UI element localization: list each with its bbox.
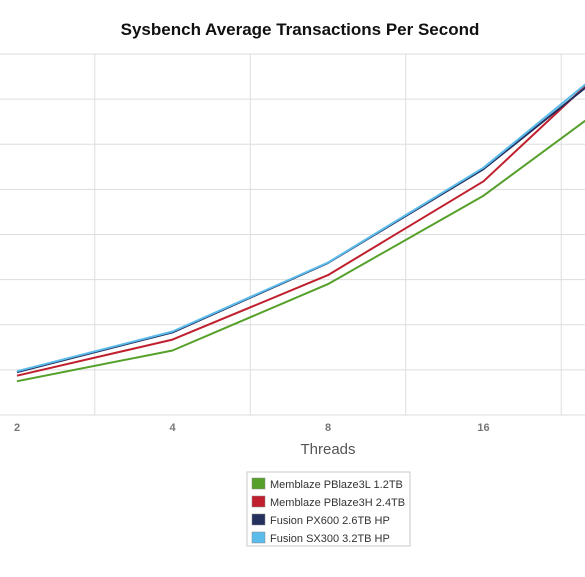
- legend-swatch: [251, 531, 266, 544]
- series-line-3: [16, 86, 585, 374]
- legend-swatch: [251, 477, 266, 490]
- x-tick-label: 16: [477, 422, 489, 434]
- legend-swatch: [251, 513, 266, 526]
- series-line-1: [16, 119, 585, 383]
- chart-title: Sysbench Average Transactions Per Second: [121, 20, 480, 39]
- legend-entry-label: Memblaze PBlaze3H 2.4TB: [270, 497, 405, 509]
- x-tick-label: 4: [169, 422, 176, 434]
- x-axis-title: Threads: [300, 441, 355, 458]
- legend-entry-label: Fusion SX300 3.2TB HP: [270, 533, 390, 545]
- legend-entry-label: Memblaze PBlaze3L 1.2TB: [270, 479, 403, 491]
- legend-entry-label: Fusion PX600 2.6TB HP: [270, 515, 390, 527]
- x-tick-label: 2: [14, 422, 20, 434]
- series-line-2: [16, 85, 585, 377]
- grid-lines: [0, 53, 585, 416]
- legend-swatch: [251, 495, 266, 508]
- series-line-4: [16, 83, 585, 373]
- x-axis: 2 4 8 16: [14, 422, 490, 434]
- series-lines: [16, 83, 585, 383]
- legend-box: [246, 471, 411, 547]
- legend: Memblaze PBlaze3L 1.2TB Memblaze PBlaze3H…: [246, 471, 411, 547]
- x-tick-label: 8: [325, 422, 331, 434]
- plot-area: [0, 53, 585, 416]
